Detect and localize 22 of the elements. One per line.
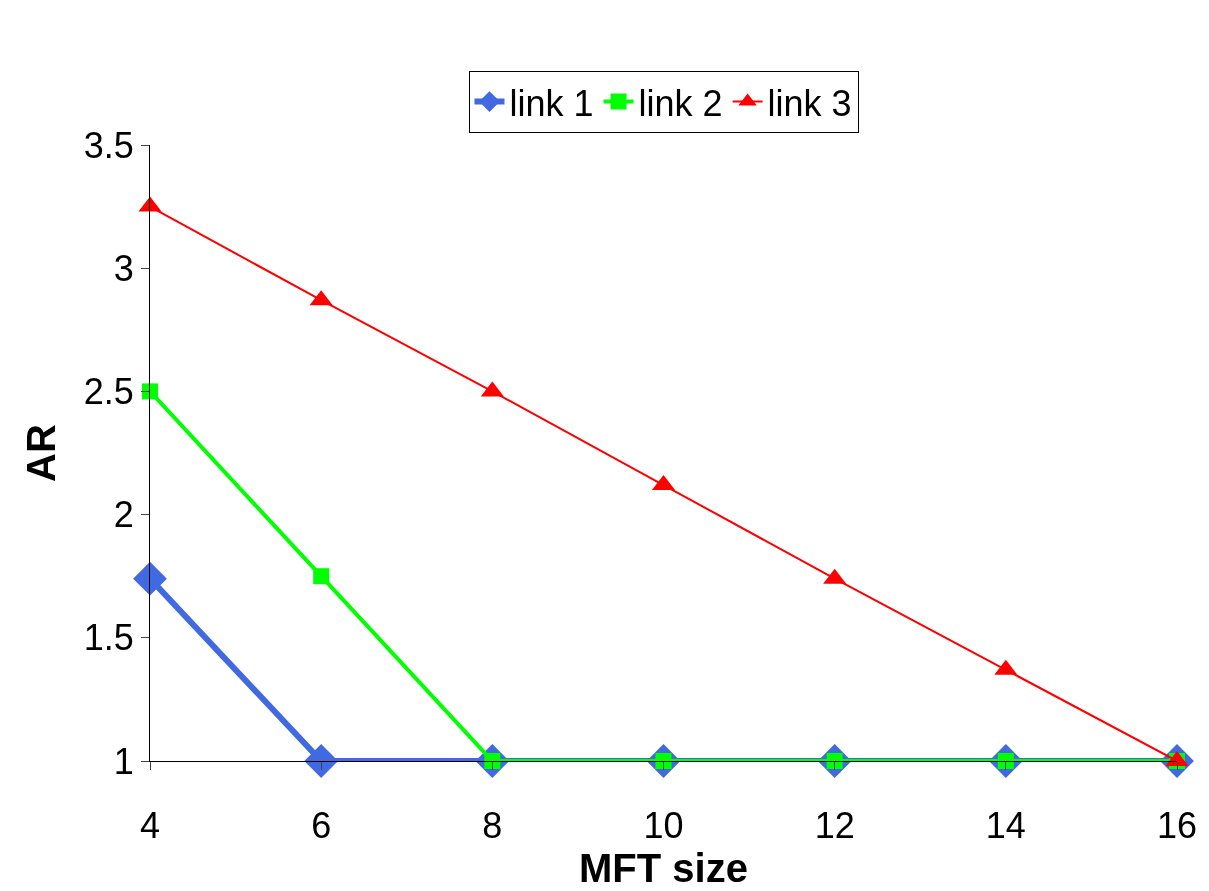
point <box>133 561 167 596</box>
legend-label: link 3 <box>767 82 852 124</box>
y-tick-label: 1 <box>113 740 134 782</box>
y-tick-label: 3.5 <box>83 124 134 166</box>
y-tick-label: 2.5 <box>83 371 134 412</box>
y-axis-title: AR <box>19 424 64 482</box>
x-tick-label: 6 <box>311 805 332 847</box>
x-axis-title: MFT size <box>579 846 748 891</box>
y-tick-label: 1.5 <box>83 617 134 659</box>
x-tick-label: 10 <box>643 805 684 847</box>
y-tick-label: 3 <box>113 247 134 289</box>
point <box>142 383 158 400</box>
x-tick-label: 4 <box>139 805 161 847</box>
y-tick-label: 2 <box>113 494 134 536</box>
legend-label: link 1 <box>509 82 594 124</box>
legend-label: link 2 <box>638 82 723 124</box>
x-tick-label: 12 <box>814 805 855 847</box>
x-tick-label: 14 <box>985 805 1026 847</box>
x-tick-label: 16 <box>1156 805 1198 847</box>
point <box>313 568 330 585</box>
x-tick-label: 8 <box>482 805 503 847</box>
point <box>304 744 339 778</box>
